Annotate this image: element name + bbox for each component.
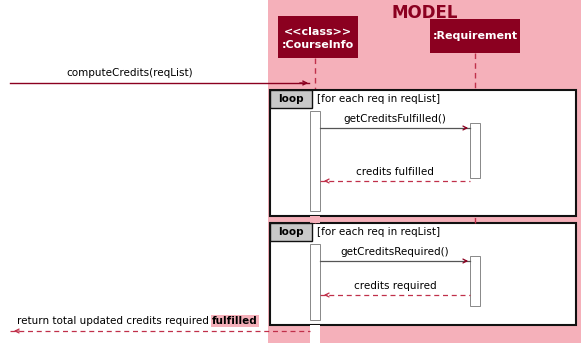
Text: :Requirement: :Requirement	[432, 31, 518, 41]
Bar	[310, 244, 320, 320]
Bar	[268, 0, 581, 343]
Bar	[270, 90, 312, 108]
Text: fulfilled: fulfilled	[212, 316, 258, 326]
Text: computeCredits(reqList): computeCredits(reqList)	[67, 68, 193, 78]
Bar	[310, 325, 320, 343]
Bar	[270, 223, 576, 325]
Bar	[270, 223, 312, 241]
Text: credits fulfilled: credits fulfilled	[356, 167, 434, 177]
Bar	[310, 216, 320, 223]
Bar	[278, 16, 358, 58]
Text: getCreditsFulfilled(): getCreditsFulfilled()	[343, 114, 446, 124]
Text: getCreditsRequired(): getCreditsRequired()	[340, 247, 449, 257]
Bar	[470, 256, 480, 306]
Bar	[270, 325, 576, 343]
Text: [for each req in reqList]: [for each req in reqList]	[317, 227, 440, 237]
Text: loop: loop	[278, 94, 304, 104]
Bar	[270, 216, 576, 223]
Text: MODEL: MODEL	[391, 4, 458, 22]
Bar	[430, 19, 520, 53]
Text: [for each req in reqList]: [for each req in reqList]	[317, 94, 440, 104]
Text: return total updated credits required and: return total updated credits required an…	[17, 316, 235, 326]
Text: credits required: credits required	[354, 281, 436, 291]
Text: loop: loop	[278, 227, 304, 237]
Bar	[310, 111, 320, 211]
Text: <<class>>: <<class>>	[284, 27, 352, 37]
Text: :CourseInfo: :CourseInfo	[282, 40, 354, 50]
Bar	[470, 123, 480, 178]
Bar	[270, 90, 576, 216]
